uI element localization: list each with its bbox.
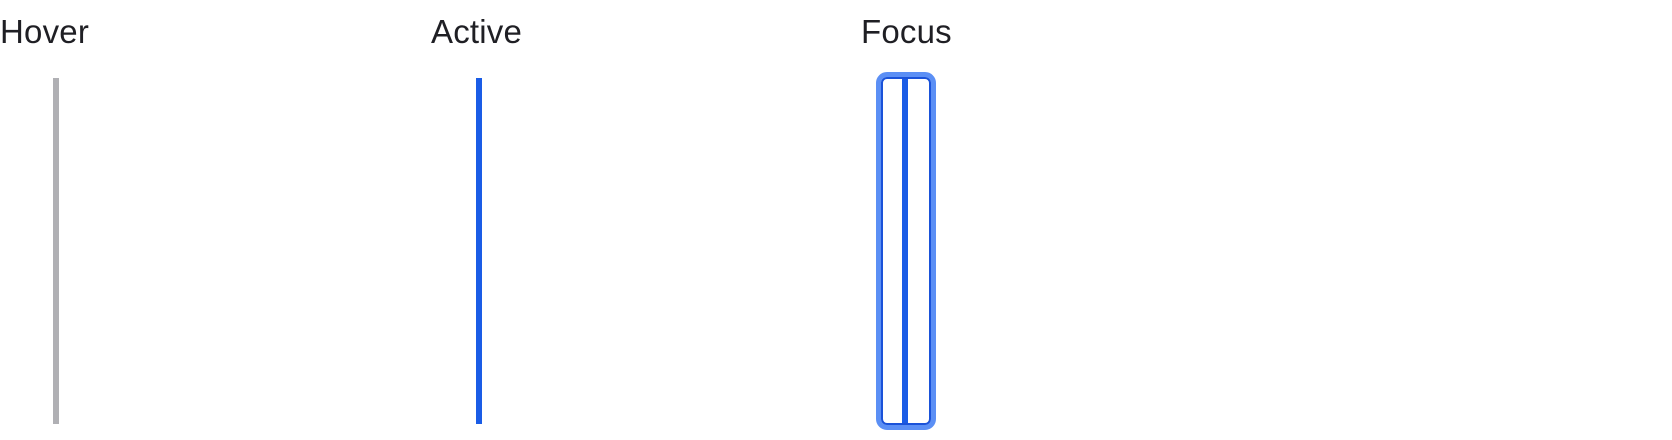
focus-resize-handle[interactable] xyxy=(902,79,908,423)
focus-handle-container xyxy=(881,77,931,425)
active-resize-handle[interactable] xyxy=(476,78,482,424)
hover-resize-handle[interactable] xyxy=(53,78,59,424)
hover-state-label: Hover xyxy=(0,13,90,50)
active-state-label: Active xyxy=(431,13,523,50)
focus-ring[interactable] xyxy=(876,72,936,430)
focus-state-label: Focus xyxy=(861,13,952,50)
